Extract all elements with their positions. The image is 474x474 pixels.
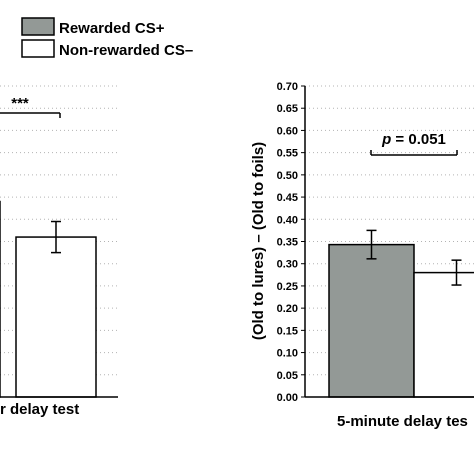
- right-y-tick-label: 0.05: [277, 370, 298, 382]
- right-significance-label: p = 0.051: [381, 131, 446, 148]
- right-bars: [328, 243, 474, 398]
- right-bar-rewarded: [328, 243, 415, 398]
- left-chart: *** r delay test: [0, 85, 118, 418]
- legend-swatch-nonrewarded: [21, 39, 55, 58]
- right-y-tick-label: 0.45: [277, 192, 298, 204]
- p-value: = 0.051: [391, 131, 446, 148]
- right-y-tick-label: 0.65: [277, 103, 298, 115]
- right-y-tick-label: 0.70: [277, 81, 298, 93]
- left-significance-label: ***: [11, 95, 29, 112]
- right-y-tick-label: 0.20: [277, 303, 298, 315]
- right-y-tick-label: 0.50: [277, 170, 298, 182]
- right-y-tick-label: 0.35: [277, 237, 298, 249]
- right-y-tick-label: 0.00: [277, 392, 298, 404]
- right-y-tick-label: 0.55: [277, 148, 298, 160]
- right-error-bars: [366, 229, 462, 286]
- right-y-tick-label: 0.15: [277, 325, 298, 337]
- right-significance-bracket: p = 0.051: [370, 131, 458, 156]
- right-y-tick-label: 0.10: [277, 348, 298, 360]
- left-significance-bracket: ***: [0, 95, 61, 118]
- legend-label-nonrewarded: Non-rewarded CS–: [59, 42, 193, 59]
- legend-swatch-rewarded: [21, 17, 55, 36]
- right-y-tick-label: 0.60: [277, 125, 298, 137]
- right-x-axis-label: 5-minute delay tes: [337, 413, 468, 430]
- right-y-axis-label: (Old to lures) – (Old to foils): [250, 142, 267, 340]
- right-y-tick-label: 0.30: [277, 259, 298, 271]
- right-y-tick-label: 0.40: [277, 214, 298, 226]
- right-y-tick-label: 0.25: [277, 281, 298, 293]
- left-error-bars: [51, 220, 61, 254]
- left-x-axis-label: r delay test: [0, 401, 79, 418]
- legend: Rewarded CS+ Non-rewarded CS–: [21, 17, 193, 59]
- left-bar-nonrewarded: [15, 236, 97, 398]
- right-y-ticks: 0.00 0.05 0.10 0.15 0.20 0.25 0.30 0.35 0.40 0.45…: [277, 81, 305, 404]
- right-chart: 0.00 0.05 0.10 0.15 0.20 0.25 0.30 0.35 0.40 0.45…: [250, 81, 474, 430]
- p-symbol: p: [381, 131, 391, 148]
- right-bar-nonrewarded: [413, 271, 474, 398]
- legend-label-rewarded: Rewarded CS+: [59, 20, 165, 37]
- left-bars: [0, 200, 97, 398]
